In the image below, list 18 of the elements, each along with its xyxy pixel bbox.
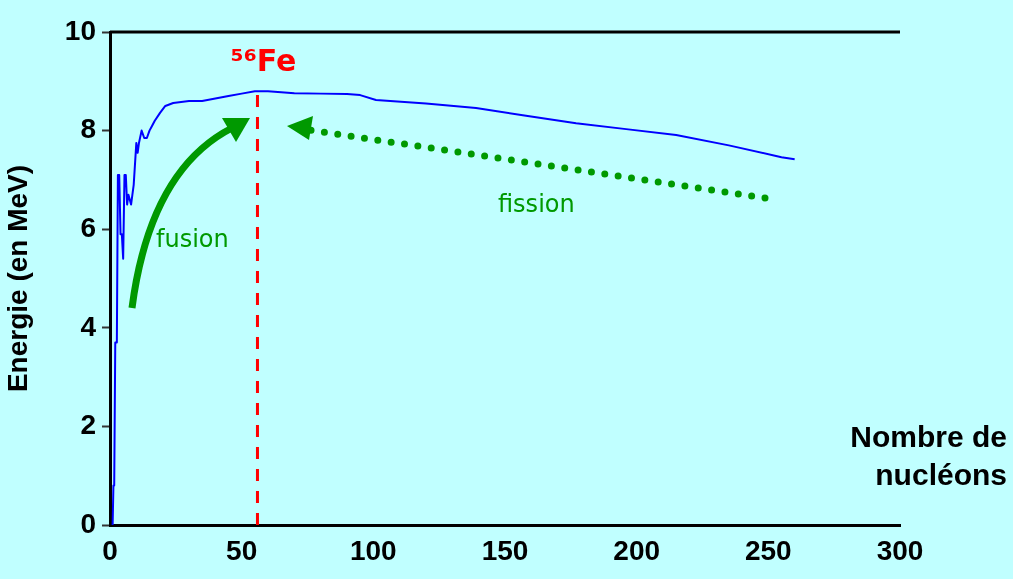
y-axis-title: Energie (en MeV) — [1, 164, 33, 393]
x-tick-label: 300 — [876, 534, 924, 566]
y-tick-label: 6 — [80, 211, 96, 243]
x-tick-label: 250 — [744, 534, 792, 566]
ref-line-label: ⁵⁶Fe — [230, 42, 297, 78]
y-tick-label: 10 — [64, 14, 96, 46]
y-tick-label: 2 — [80, 409, 96, 441]
x-tick-label: 0 — [102, 534, 118, 566]
y-tick-label: 4 — [80, 310, 97, 342]
x-axis-title: Nombre de nucléons — [849, 419, 1007, 493]
annotation: fission — [498, 190, 575, 218]
y-tick-label: 0 — [80, 507, 96, 539]
x-tick-label: 100 — [349, 534, 397, 566]
x-tick-label: 50 — [226, 534, 258, 566]
y-tick-label: 8 — [80, 113, 96, 145]
annotation: fusion — [156, 225, 229, 253]
x-tick-label: 200 — [613, 534, 661, 566]
x-tick-label: 150 — [481, 534, 529, 566]
